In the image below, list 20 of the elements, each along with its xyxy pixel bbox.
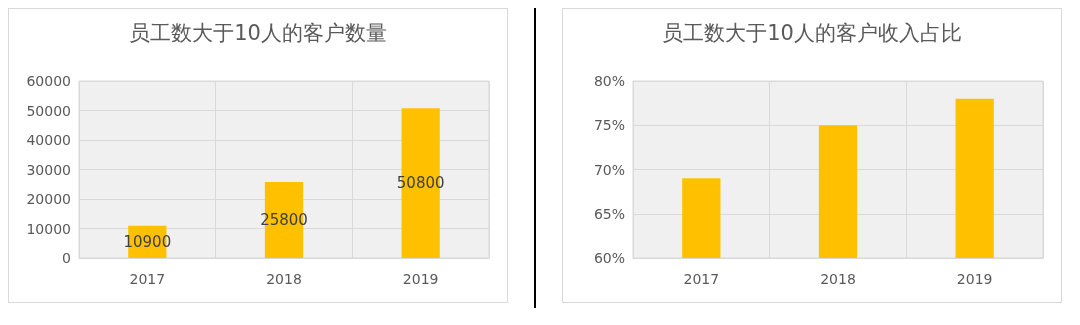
x-tick-label: 2018 xyxy=(266,271,302,287)
x-tick-label: 2018 xyxy=(820,271,856,287)
y-tick-label: 30000 xyxy=(26,161,71,178)
y-tick-label: 70% xyxy=(593,161,625,178)
x-tick-label: 2019 xyxy=(956,271,993,287)
y-tick-label: 65% xyxy=(593,205,625,222)
y-tick-label: 50000 xyxy=(26,102,71,119)
chart-title: 员工数大于10人的客户数量 xyxy=(129,20,387,45)
y-tick-label: 10000 xyxy=(26,220,71,237)
chart-title: 员工数大于10人的客户收入占比 xyxy=(662,20,962,45)
y-tick-label: 0 xyxy=(62,250,71,266)
y-tick-label: 60000 xyxy=(26,73,71,89)
y-tick-label: 75% xyxy=(593,117,625,134)
x-tick-label: 2019 xyxy=(402,271,439,287)
y-tick-label: 40000 xyxy=(26,132,71,148)
y-tick-label: 20000 xyxy=(26,191,71,207)
x-tick-label: 2017 xyxy=(683,271,720,287)
y-tick-label: 80% xyxy=(593,73,625,89)
y-tick-label: 60% xyxy=(593,250,625,266)
x-tick-label: 2017 xyxy=(129,271,166,287)
